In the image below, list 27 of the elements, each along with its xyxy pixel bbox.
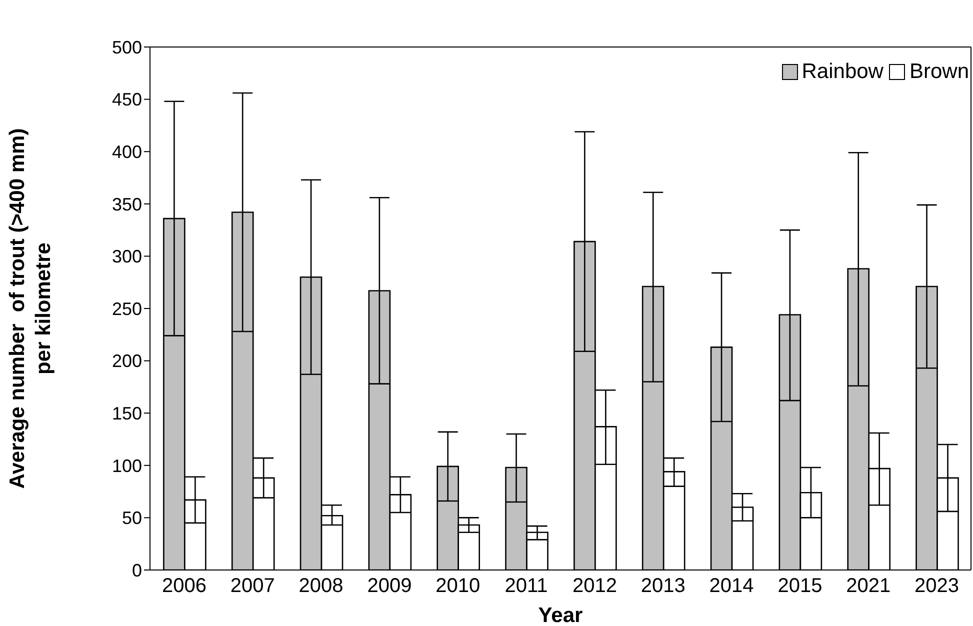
x-tick-label: 2014 xyxy=(709,575,754,598)
legend-label: Rainbow xyxy=(802,60,884,84)
y-tick-label: 50 xyxy=(122,508,142,528)
y-tick-label: 300 xyxy=(112,246,142,267)
legend-label: Brown xyxy=(909,60,969,84)
x-tick-label: 2021 xyxy=(846,575,891,598)
y-tick-label: 250 xyxy=(112,298,142,319)
y-tick-label: 100 xyxy=(112,456,142,476)
x-tick-label: 2012 xyxy=(572,575,617,598)
x-tick-label: 2009 xyxy=(367,575,412,598)
y-tick-label: 0 xyxy=(132,560,142,580)
x-tick-label: 2010 xyxy=(436,575,480,598)
x-axis-title: Year xyxy=(538,604,583,626)
y-tick-label: 150 xyxy=(112,403,142,424)
x-tick-label: 2023 xyxy=(914,575,960,598)
y-tick-label: 350 xyxy=(112,194,142,214)
x-tick-label: 2007 xyxy=(230,575,275,598)
y-axis-title: Average number of trout (>400 mm) per kilometre xyxy=(6,128,55,489)
x-tick-label: 2011 xyxy=(504,575,548,598)
y-tick-label: 200 xyxy=(112,351,142,372)
y-tick-label: 400 xyxy=(112,142,142,162)
y-tick-label: 450 xyxy=(112,90,142,110)
x-tick-label: 2015 xyxy=(778,575,822,598)
y-tick-label: 500 xyxy=(112,37,142,58)
x-tick-label: 2008 xyxy=(298,575,344,598)
x-tick-label: 2013 xyxy=(640,575,686,598)
x-tick-label: 2006 xyxy=(162,575,206,598)
